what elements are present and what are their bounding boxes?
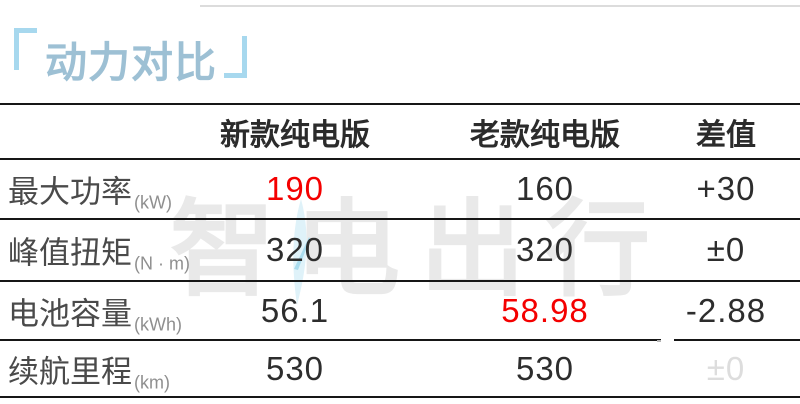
value-old: 58.98 [501,291,589,329]
table-row-battery-capacity: 电池容量 (kWh) 56.1 58.98 -2.88 [0,282,800,341]
comparison-table: 新款纯电版 老款纯电版 差值 最大功率 (kW) 190 160 +30 峰值扭矩… [0,103,800,398]
top-divider-line [200,5,800,7]
value-diff: ±0 [706,349,746,387]
header-new-version: 新款纯电版 [220,118,370,152]
table-header-row: 新款纯电版 老款纯电版 差值 [0,103,800,160]
table-row-max-power: 最大功率 (kW) 190 160 +30 [0,160,800,220]
value-old: 160 [515,170,575,207]
value-old: 530 [515,349,575,387]
metric-unit: (kW) [134,192,172,213]
table-row-driving-range: 续航里程 (km) 530 530 ±0 [0,341,800,398]
value-old: 320 [515,231,575,268]
page-title: 动力对比 [45,39,218,86]
corner-bracket-close-icon [224,36,247,78]
value-diff: ±0 [706,231,746,268]
watermark-text: 智电出行 [170,192,671,309]
value-new: 56.1 [260,291,330,329]
metric-unit: (N · m) [134,253,190,274]
title-block: 动力对比 [0,0,800,100]
value-diff: +30 [696,170,756,207]
watermark-line-gap [657,338,674,343]
metric-name: 峰值扭矩 [8,235,132,271]
metric-name: 电池容量 [8,296,132,331]
metric-name: 最大功率 [8,174,132,210]
metric-unit: (kWh) [134,314,182,334]
value-new: 530 [265,349,325,387]
metric-unit: (km) [134,372,170,392]
row-label: 续航里程 (km) [8,346,170,392]
lightning-bolt-icon [293,199,310,305]
row-label: 电池容量 (kWh) [8,288,182,334]
value-new: 320 [265,231,325,268]
header-difference: 差值 [696,118,756,152]
table-row-peak-torque: 峰值扭矩 (N · m) 320 320 ±0 [0,220,800,282]
corner-bracket-open-icon [14,28,37,70]
row-label: 最大功率 (kW) [8,167,172,213]
value-diff: -2.88 [685,291,767,329]
metric-name: 续航里程 [8,354,132,389]
row-label: 峰值扭矩 (N · m) [8,228,190,274]
value-new: 190 [265,170,325,207]
header-old-version: 老款纯电版 [470,118,620,152]
